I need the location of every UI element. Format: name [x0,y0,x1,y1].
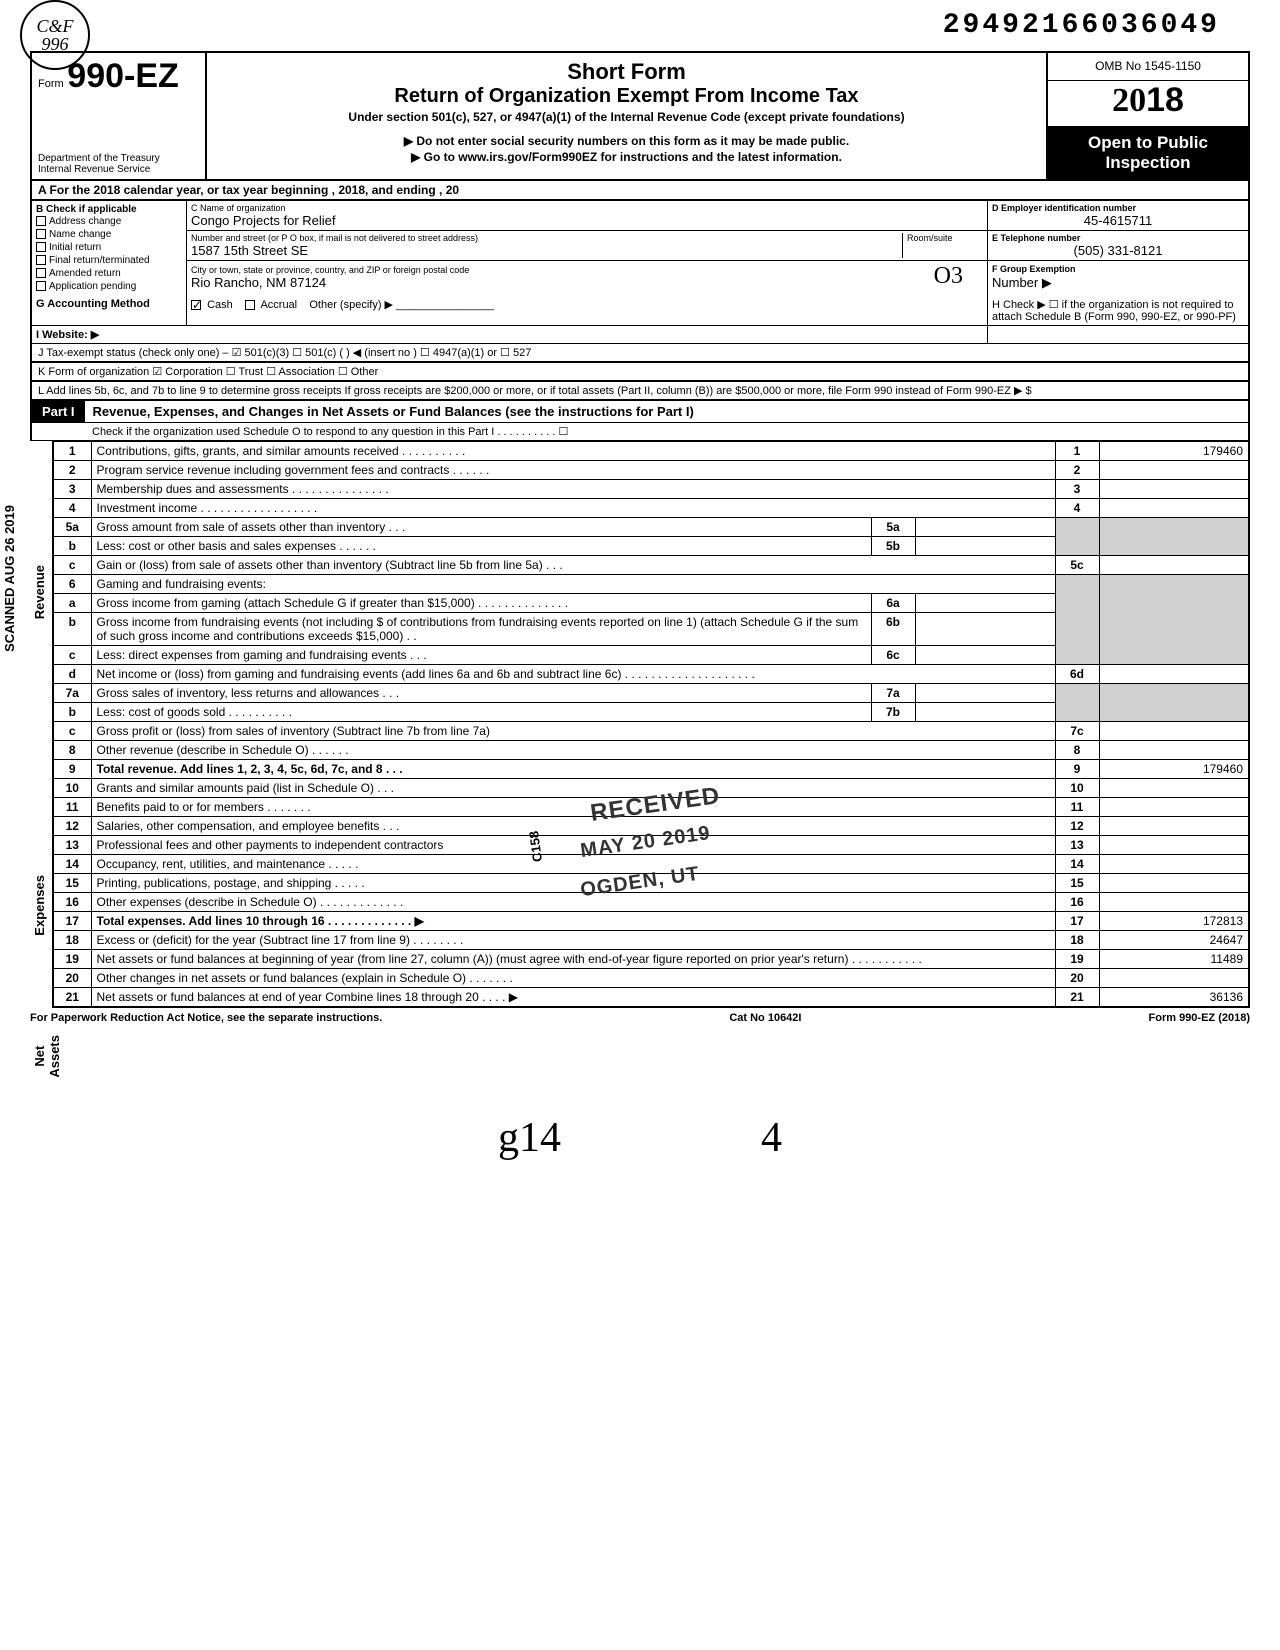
cat-no: Cat No 10642I [729,1012,801,1024]
check-final-return[interactable] [36,255,46,265]
room-label: Room/suite [907,233,983,243]
phone-label: E Telephone number [992,233,1244,243]
footer: For Paperwork Reduction Act Notice, see … [30,1008,1250,1024]
line-18: 18Excess or (deficit) for the year (Subt… [53,931,1249,950]
city: Rio Rancho, NM 87124 [191,275,934,290]
line-20: 20Other changes in net assets or fund ba… [53,969,1249,988]
line-19: 19Net assets or fund balances at beginni… [53,950,1249,969]
logo-circle: C&F 996 [20,0,90,70]
col-b-title: B Check if applicable [36,204,182,215]
goto-url: ▶ Go to www.irs.gov/Form990EZ for instru… [213,150,1040,164]
accounting-method-label: G Accounting Method [36,298,150,310]
signature-1: g14 [498,1114,561,1162]
line-9: 9Total revenue. Add lines 1, 2, 3, 4, 5c… [53,760,1249,779]
check-amended[interactable] [36,268,46,278]
line-6: 6Gaming and fundraising events: [53,575,1249,594]
signature-2: 4 [761,1114,782,1162]
dept-treasury: Department of the Treasury [38,153,199,164]
title-return: Return of Organization Exempt From Incom… [213,85,1040,108]
line-16: 16Other expenses (describe in Schedule O… [53,893,1249,912]
website-label: I Website: ▶ [36,329,99,341]
ssn-warning: ▶ Do not enter social security numbers o… [213,134,1040,148]
form-ref: Form 990-EZ (2018) [1149,1012,1250,1024]
line-5c: cGain or (loss) from sale of assets othe… [53,556,1249,575]
document-number: 29492166036049 [30,10,1250,41]
gross-receipts-note: L Add lines 5b, 6c, and 7b to line 9 to … [30,382,1250,401]
expenses-label: Expenses [32,871,47,940]
tax-year: 2018 [1048,81,1248,127]
lines-table: 1Contributions, gifts, grants, and simil… [52,441,1250,1008]
check-pending[interactable] [36,281,46,291]
check-cash[interactable] [191,300,201,310]
line-5a: 5aGross amount from sale of assets other… [53,518,1249,537]
line-7c: cGross profit or (loss) from sales of in… [53,722,1249,741]
line-17: 17Total expenses. Add lines 10 through 1… [53,912,1249,931]
under-section: Under section 501(c), 527, or 4947(a)(1)… [213,110,1040,124]
line-7a: 7aGross sales of inventory, less returns… [53,684,1249,703]
line-3: 3Membership dues and assessments . . . .… [53,480,1249,499]
paperwork-notice: For Paperwork Reduction Act Notice, see … [30,1012,382,1024]
group-exempt-val: Number ▶ [992,275,1052,290]
title-short-form: Short Form [213,59,1040,85]
line-21: 21Net assets or fund balances at end of … [53,988,1249,1008]
city-label: City or town, state or province, country… [191,265,934,275]
line-6d: dNet income or (loss) from gaming and fu… [53,665,1249,684]
line-1: 1Contributions, gifts, grants, and simil… [53,442,1249,461]
line-4: 4Investment income . . . . . . . . . . .… [53,499,1249,518]
phone: (505) 331-8121 [992,243,1244,258]
org-name: Congo Projects for Relief [191,213,983,228]
check-initial-return[interactable] [36,242,46,252]
schedule-o-check: Check if the organization used Schedule … [30,422,1250,441]
group-exempt-label: F Group Exemption [992,264,1076,274]
omb-number: OMB No 1545-1150 [1048,53,1248,81]
identity-grid: B Check if applicable Address change Nam… [30,201,1250,296]
part1-title: Revenue, Expenses, and Changes in Net As… [85,401,1248,422]
form-word: Form [38,78,64,90]
form-code: 990-EZ [67,57,179,95]
ein-label: D Employer identification number [992,203,1244,213]
schedule-b-note: H Check ▶ ☐ if the organization is not r… [988,296,1248,325]
handwritten-o3: O3 [934,263,983,290]
tax-exempt-status: J Tax-exempt status (check only one) – ☑… [30,344,1250,363]
check-address-change[interactable] [36,216,46,226]
dept-irs: Internal Revenue Service [38,164,199,175]
check-name-change[interactable] [36,229,46,239]
form-of-org: K Form of organization ☑ Corporation ☐ T… [30,363,1250,382]
netassets-label: Net Assets [32,1031,62,1082]
check-accrual[interactable] [245,300,255,310]
org-name-label: C Name of organization [191,203,983,213]
scanned-label: SCANNED AUG 26 2019 [2,501,17,656]
line-8: 8Other revenue (describe in Schedule O) … [53,741,1249,760]
street: 1587 15th Street SE [191,243,898,258]
open-public-badge: Open to PublicInspection [1048,127,1248,179]
revenue-label: Revenue [32,561,47,623]
line-2: 2Program service revenue including gover… [53,461,1249,480]
form-header: Form 990-EZ Department of the Treasury I… [30,51,1250,181]
ein: 45-4615711 [992,213,1244,228]
part1-label: Part I [32,401,85,422]
street-label: Number and street (or P O box, if mail i… [191,233,898,243]
row-a-tax-year: A For the 2018 calendar year, or tax yea… [30,181,1250,201]
